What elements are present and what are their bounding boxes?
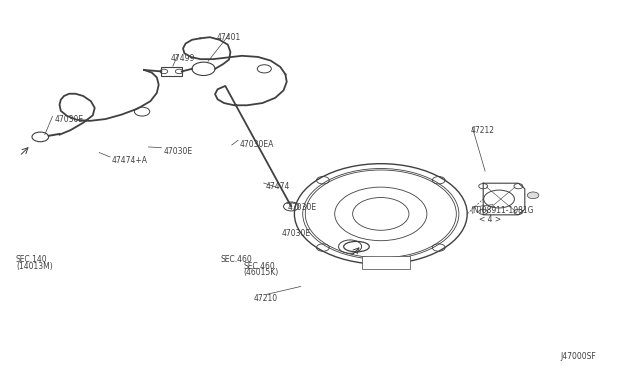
Text: J47000SF: J47000SF bbox=[560, 352, 596, 360]
Text: SEC.460: SEC.460 bbox=[243, 262, 275, 271]
Text: < 4 >: < 4 > bbox=[479, 215, 501, 224]
Text: 47030E: 47030E bbox=[288, 203, 317, 212]
FancyBboxPatch shape bbox=[362, 256, 410, 269]
Text: SEC.140: SEC.140 bbox=[16, 255, 47, 264]
Text: 47474: 47474 bbox=[266, 182, 290, 191]
Text: (14013M): (14013M) bbox=[16, 262, 52, 270]
Text: 47030EA: 47030EA bbox=[240, 140, 275, 148]
Text: 47499: 47499 bbox=[170, 54, 195, 63]
Circle shape bbox=[527, 192, 539, 199]
Text: 47030E: 47030E bbox=[282, 229, 311, 238]
Text: 47474+A: 47474+A bbox=[112, 156, 148, 165]
Text: 47212: 47212 bbox=[470, 126, 494, 135]
Text: 47401: 47401 bbox=[217, 33, 241, 42]
Text: (N)08911-1081G: (N)08911-1081G bbox=[470, 206, 534, 215]
Bar bbox=[161, 67, 182, 76]
Text: 47210: 47210 bbox=[253, 294, 278, 303]
Text: 47030E: 47030E bbox=[54, 115, 84, 124]
Text: 47030E: 47030E bbox=[163, 147, 193, 156]
Text: (46015K): (46015K) bbox=[243, 268, 278, 277]
Text: SEC.460: SEC.460 bbox=[221, 255, 253, 264]
